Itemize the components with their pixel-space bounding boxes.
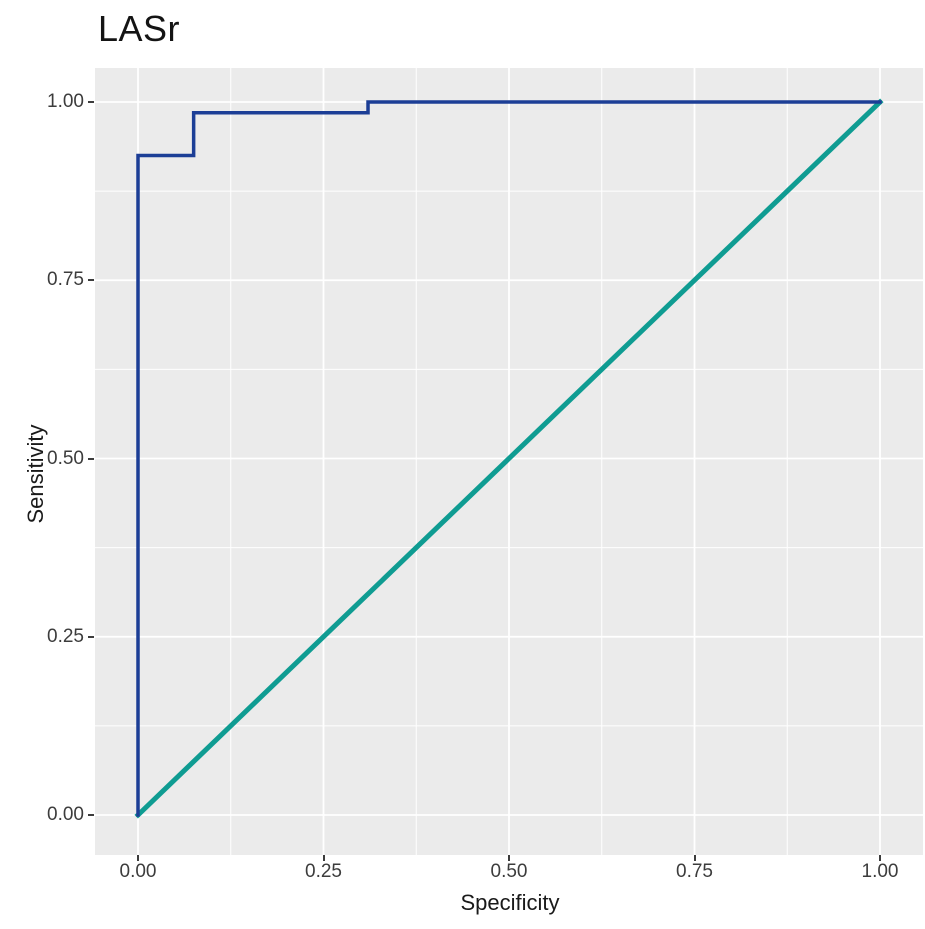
x-tick-label: 0.00 (119, 861, 157, 882)
y-tick-label: 0.00 (47, 804, 84, 825)
x-axis-tick-mark (693, 855, 696, 861)
x-tick-label: 0.50 (490, 861, 528, 882)
x-axis-tick-mark (137, 855, 139, 861)
y-axis-label: Sensitivity (23, 424, 48, 524)
x-tick-label: 0.75 (676, 861, 713, 882)
y-axis-tick-mark (88, 101, 94, 103)
reference-diagonal-line (134, 98, 884, 819)
x-tick-label: 0.25 (305, 861, 342, 882)
y-axis-tick-mark (88, 279, 94, 282)
y-tick-label: 0.75 (47, 269, 84, 291)
x-axis-tick-mark (322, 855, 325, 861)
x-axis-tick-mark (508, 855, 510, 861)
y-tick-label: 1.00 (47, 91, 84, 112)
plot-panel (95, 68, 923, 855)
y-axis-tick-mark (88, 814, 94, 816)
plot-canvas (95, 68, 923, 855)
x-axis-tick-mark (879, 855, 881, 861)
y-tick-label: 0.25 (47, 625, 84, 647)
x-tick-label: 1.00 (861, 861, 899, 882)
x-axis-label: Specificity (460, 890, 560, 915)
y-axis-tick-mark (88, 635, 94, 638)
y-axis-tick-mark (88, 457, 94, 460)
chart-title: LASr (98, 8, 181, 49)
y-tick-label: 0.50 (47, 447, 84, 469)
roc-curve-line (136, 100, 882, 817)
